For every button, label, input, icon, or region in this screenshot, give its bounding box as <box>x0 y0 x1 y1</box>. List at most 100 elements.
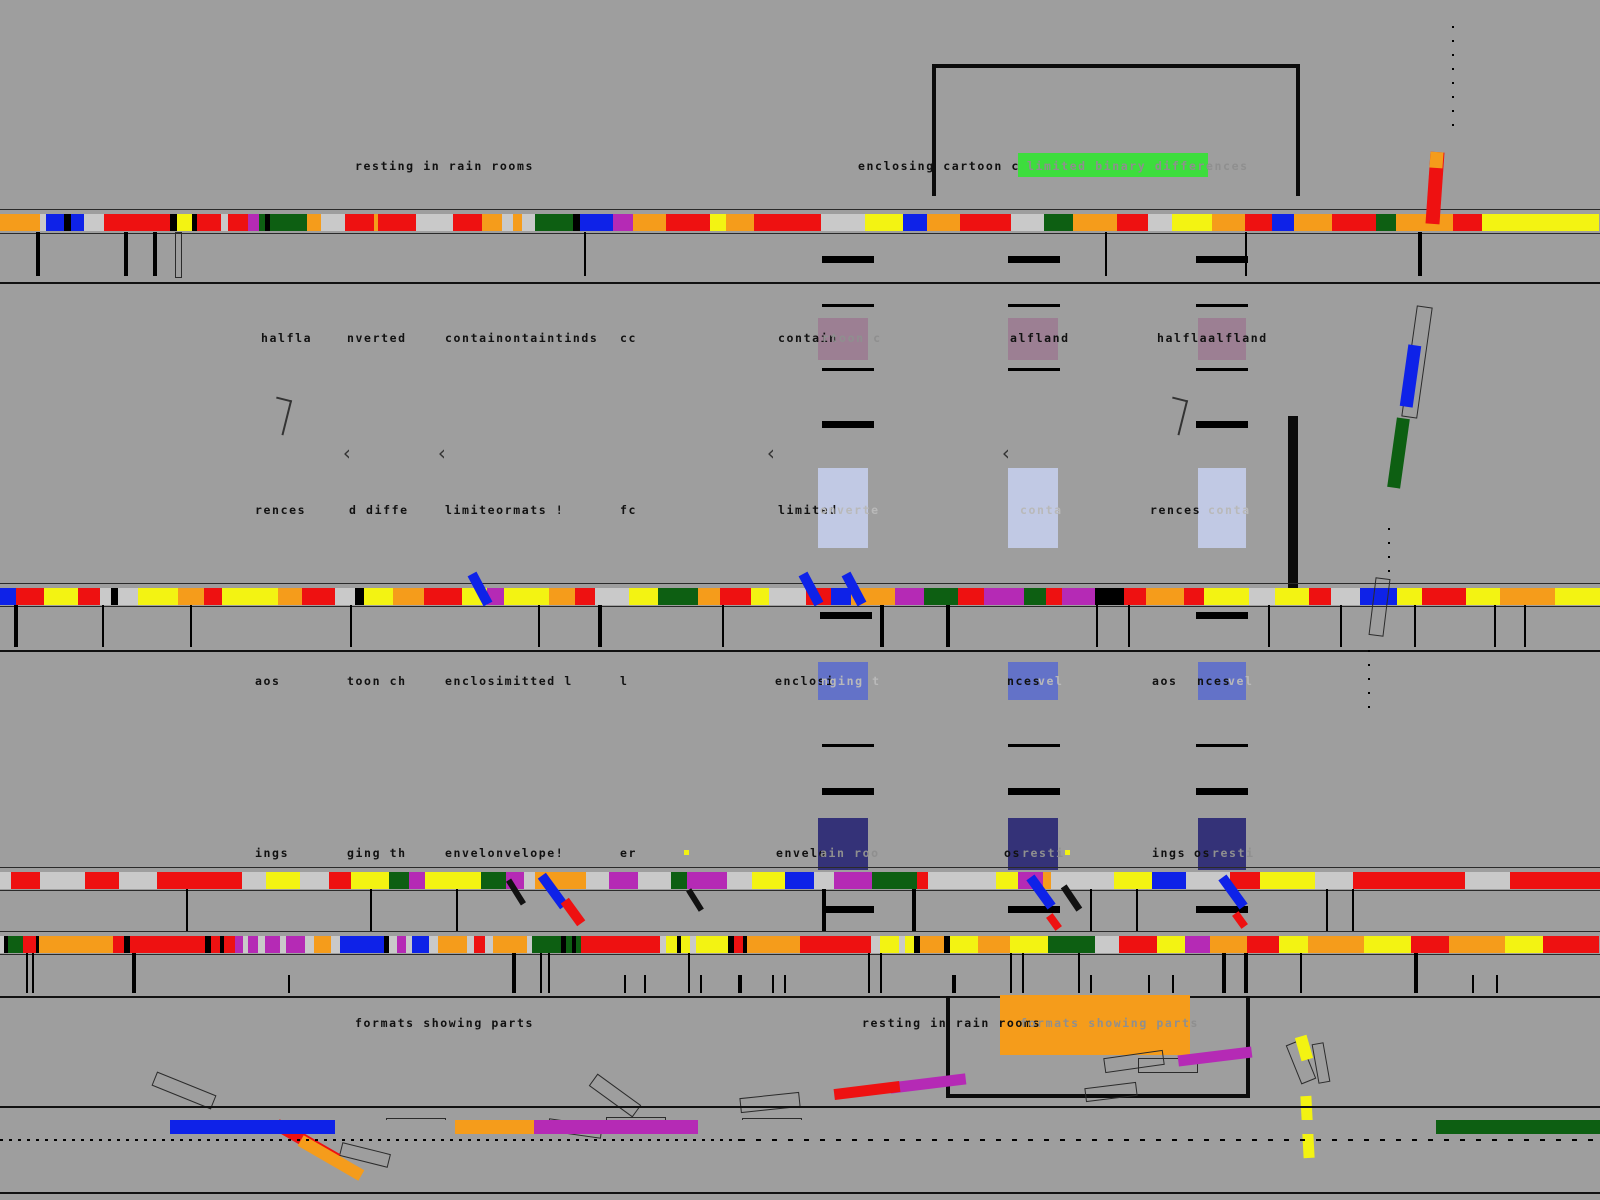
marker-yellow-dot <box>684 850 689 855</box>
stripe-segment <box>548 588 576 605</box>
label-row0-highlight: limited binary differences <box>1027 159 1249 173</box>
stripe-segment <box>221 214 228 231</box>
tick-mark <box>132 953 136 993</box>
stripe-segment <box>728 936 734 953</box>
stripe-segment <box>1119 936 1158 953</box>
stripe-segment <box>746 936 785 953</box>
stripe-segment <box>466 936 475 953</box>
stripe-segment <box>167 936 206 953</box>
stripe-segment <box>1466 588 1500 605</box>
stripe-segment <box>586 872 609 889</box>
dash-mark <box>820 612 872 619</box>
stripe-segment <box>3 936 8 953</box>
stripe-segment <box>534 1120 699 1134</box>
stripe-segment <box>1085 872 1115 889</box>
swatch-periwinkle-3 <box>1198 468 1246 548</box>
tick-mark <box>32 953 34 993</box>
marker-yellow-dot <box>1065 850 1070 855</box>
stripe-segment <box>389 872 410 889</box>
rule-low-1 <box>0 867 1600 868</box>
stripe-segment <box>1248 588 1276 605</box>
tick-mark <box>186 889 188 931</box>
stripe-segment <box>247 214 259 231</box>
stripe-segment <box>628 588 658 605</box>
tick-mark <box>288 975 290 993</box>
stripe-segment <box>112 936 125 953</box>
rule-top-1 <box>0 209 1600 210</box>
stripe-segment <box>331 936 341 953</box>
dash-mark <box>1196 256 1248 263</box>
label-r4-c1: ings <box>255 846 290 860</box>
tick-mark <box>1136 889 1138 931</box>
stripe-segment <box>1542 936 1600 953</box>
tick-mark <box>880 605 884 647</box>
stripe-segment <box>334 1120 455 1134</box>
stripe-segment <box>1543 872 1600 889</box>
stripe-segment <box>64 214 71 231</box>
rod-green <box>1387 417 1410 489</box>
tick-mark <box>456 889 458 931</box>
stripe-segment <box>265 936 281 953</box>
stripe-segment <box>111 588 118 605</box>
label-r3-c6b: vel <box>1038 674 1064 688</box>
stripe-segment <box>411 936 429 953</box>
stripe-segment <box>872 872 918 889</box>
tick-mark <box>1022 953 1024 993</box>
dash-mark <box>1008 304 1060 307</box>
stripe-segment <box>1095 588 1125 605</box>
label-r1-c3: containontaintinds <box>445 331 599 345</box>
swatch-navy-2 <box>1008 818 1058 870</box>
stripe-segment <box>124 936 130 953</box>
stripe-segment <box>696 936 729 953</box>
stripe-segment <box>1331 214 1376 231</box>
stripe-segment <box>686 872 728 889</box>
stripe-segment <box>11 872 41 889</box>
label-r3-c1: aos <box>255 674 281 688</box>
dash-mark <box>822 744 874 747</box>
stripe-segment <box>345 214 374 231</box>
label-r2-c4: fc <box>620 503 638 517</box>
swatch-blue-1 <box>818 662 868 700</box>
stripe-segment <box>7 936 23 953</box>
stripe-segment <box>750 588 769 605</box>
stripe-segment <box>0 1120 171 1134</box>
stripe-segment <box>1209 936 1248 953</box>
shard-black <box>686 888 704 912</box>
chevron-left-icon: ‹ <box>436 441 449 465</box>
stripe-segment <box>492 936 527 953</box>
rule-section-1 <box>0 282 1600 284</box>
stripe-segment <box>425 872 437 889</box>
stripe-segment <box>571 936 576 953</box>
stripe-segment <box>660 936 666 953</box>
tick-mark <box>644 975 646 993</box>
stripe-segment <box>103 214 171 231</box>
stripe-segment <box>1061 588 1096 605</box>
tick-mark <box>952 975 956 993</box>
stripe-segment <box>1044 214 1073 231</box>
stripe-segment <box>383 936 390 953</box>
stripe-segment <box>373 214 379 231</box>
tick-mark <box>1418 232 1422 276</box>
dash-mark <box>822 304 874 307</box>
bracket-frame-top <box>932 64 1300 196</box>
stripe-segment <box>1047 936 1095 953</box>
bar-outline <box>151 1071 217 1110</box>
stripe-segment <box>299 872 329 889</box>
dot-column <box>1368 650 1370 716</box>
bracket-frame-mid <box>1288 416 1334 594</box>
stripe-segment <box>1212 214 1246 231</box>
stripe-segment <box>285 936 305 953</box>
stripe-segment <box>99 936 113 953</box>
stripe-segment <box>204 588 223 605</box>
stripe-segment <box>1275 588 1309 605</box>
stripe-segment <box>71 936 100 953</box>
stripe-segment <box>995 872 1018 889</box>
stripe-band-low <box>0 872 1600 889</box>
stripe-segment <box>1185 936 1210 953</box>
stripe-segment <box>304 936 315 953</box>
stripe-segment <box>210 936 221 953</box>
dash-mark <box>822 421 874 428</box>
stripe-segment <box>0 214 40 231</box>
stripe-segment <box>1010 214 1045 231</box>
stripe-segment <box>1114 872 1153 889</box>
